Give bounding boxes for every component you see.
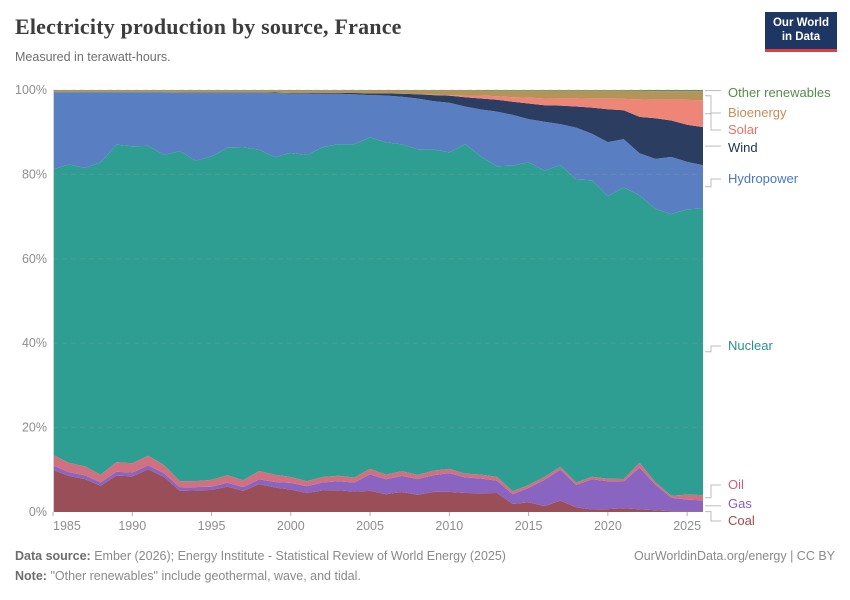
- footer-left: Data source: Ember (2026); Energy Instit…: [15, 546, 506, 586]
- y-tick-label: 0%: [29, 505, 47, 519]
- owid-logo-line1: Our World: [772, 17, 829, 29]
- y-tick-label: 20%: [22, 421, 47, 435]
- y-tick-label: 100%: [15, 83, 47, 97]
- chart-footer: Data source: Ember (2026); Energy Instit…: [0, 546, 850, 586]
- leader-line-solar: [705, 113, 721, 131]
- y-tick-label: 80%: [22, 167, 47, 181]
- leader-line-oil: [705, 484, 721, 499]
- page-title: Electricity production by source, France: [15, 14, 402, 39]
- x-tick-label: 2025: [673, 519, 701, 533]
- leader-line-coal: [705, 511, 721, 522]
- data-source-label: Data source:: [15, 549, 91, 563]
- area-bioenergy: [53, 90, 703, 101]
- y-axis-labels: 0% 20% 40% 60% 80% 100%: [15, 83, 47, 519]
- chart-subtitle: Measured in terawatt-hours.: [15, 50, 171, 64]
- area-solar: [53, 92, 703, 128]
- legend-item-other-renewables: Other renewables: [728, 85, 831, 100]
- x-tick-label: 2015: [515, 519, 543, 533]
- x-axis-labels: 1985 1990 1995 2000 2005 2010 2015 2020 2025: [52, 512, 701, 533]
- area-coal: [53, 469, 703, 512]
- legend-item-nuclear: Nuclear: [728, 338, 773, 353]
- legend-item-hydropower: Hydropower: [728, 171, 799, 186]
- owid-logo-line2: in Data: [781, 30, 821, 43]
- leader-line-nuclear: [705, 345, 721, 353]
- footer-right: OurWorldinData.org/energy | CC BY: [633, 549, 835, 563]
- note-text: "Other renewables" include geothermal, w…: [50, 569, 361, 583]
- x-tick-label: 1995: [198, 519, 226, 533]
- leader-line-bioenergy: [705, 95, 721, 114]
- legend-item-coal: Coal: [728, 513, 755, 528]
- leader-line-hydropower: [705, 178, 721, 188]
- data-source-line: Data source: Ember (2026); Energy Instit…: [15, 546, 506, 566]
- note-line: Note: "Other renewables" include geother…: [15, 566, 506, 586]
- y-tick-label: 60%: [22, 252, 47, 266]
- x-tick-label: 1990: [118, 519, 146, 533]
- area-other-renewables: [53, 90, 703, 92]
- x-tick-label: 2010: [435, 519, 463, 533]
- area-hydropower: [53, 92, 703, 215]
- legend-item-bioenergy: Bioenergy: [728, 105, 787, 120]
- legend-leader-lines: [705, 90, 721, 522]
- legend-item-wind: Wind: [728, 140, 758, 155]
- legend-item-solar: Solar: [728, 122, 759, 137]
- area-nuclear: [53, 137, 703, 496]
- owid-logo: Our World in Data: [764, 12, 837, 52]
- y-tick-label: 40%: [22, 336, 47, 350]
- data-source-text: Ember (2026); Energy Institute - Statist…: [94, 549, 506, 563]
- legend-item-gas: Gas: [728, 496, 752, 511]
- note-label: Note:: [15, 569, 47, 583]
- x-tick-label: 1985: [53, 519, 81, 533]
- x-tick-label: 2005: [356, 519, 384, 533]
- x-tick-label: 2000: [277, 519, 305, 533]
- area-gas: [53, 465, 703, 512]
- area-series: [53, 90, 703, 512]
- stacked-area-chart: 0% 20% 40% 60% 80% 100% 1985 1990 1995 2000 2005 20…: [15, 83, 721, 533]
- area-wind: [53, 92, 703, 166]
- y-gridlines: [53, 89, 703, 429]
- legend-item-oil: Oil: [728, 477, 744, 492]
- x-tick-label: 2020: [594, 519, 622, 533]
